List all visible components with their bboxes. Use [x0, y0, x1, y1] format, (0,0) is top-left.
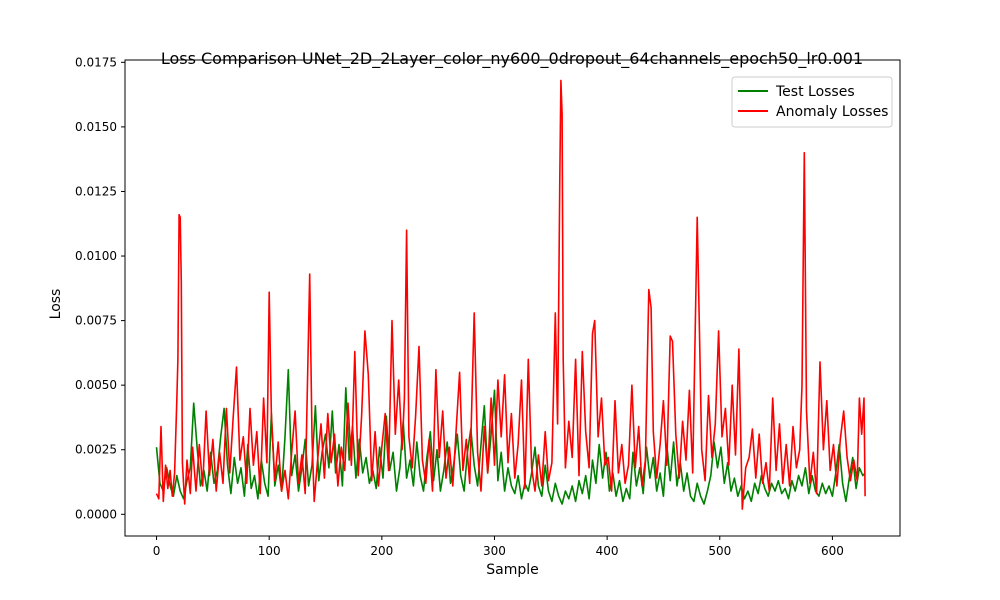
- y-tick-label: 0.0075: [75, 314, 117, 328]
- legend-label-test-losses: Test Losses: [775, 84, 855, 100]
- series-line-test-losses: [155, 368, 866, 505]
- y-tick-label: 0.0125: [75, 184, 117, 198]
- legend-label-anomaly-losses: Anomaly Losses: [776, 104, 888, 120]
- y-tick-label: 0.0175: [75, 55, 117, 69]
- x-axis-ticks: 0 100 200 300 400 500 600: [153, 536, 844, 558]
- y-axis-label: Loss: [48, 289, 64, 320]
- x-tick-label: 300: [483, 544, 506, 558]
- x-axis-label: Sample: [486, 562, 539, 578]
- axes-frame: [124, 59, 901, 537]
- y-axis-ticks: 0.0000 0.0025 0.0050 0.0075 0.0100 0.0125 0.01…: [75, 55, 125, 521]
- y-tick-label: 0.0100: [75, 249, 117, 263]
- x-tick-label: 200: [370, 544, 393, 558]
- y-tick-label: 0.0000: [75, 507, 117, 521]
- x-tick-label: 400: [596, 544, 619, 558]
- y-tick-label: 0.0025: [75, 443, 117, 457]
- series-line-anomaly-losses: [155, 79, 866, 510]
- legend-box: [731, 76, 893, 128]
- series-layer: [155, 79, 866, 510]
- y-tick-label: 0.0050: [75, 378, 117, 392]
- x-tick-label: 100: [258, 544, 281, 558]
- y-tick-label: 0.0150: [75, 120, 117, 134]
- x-tick-label: 600: [821, 544, 844, 558]
- legend: Test Losses Anomaly Losses: [731, 76, 893, 128]
- chart-title: Loss Comparison UNet_2D_2Layer_color_ny6…: [161, 49, 863, 69]
- x-tick-label: 0: [153, 544, 161, 558]
- x-tick-label: 500: [708, 544, 731, 558]
